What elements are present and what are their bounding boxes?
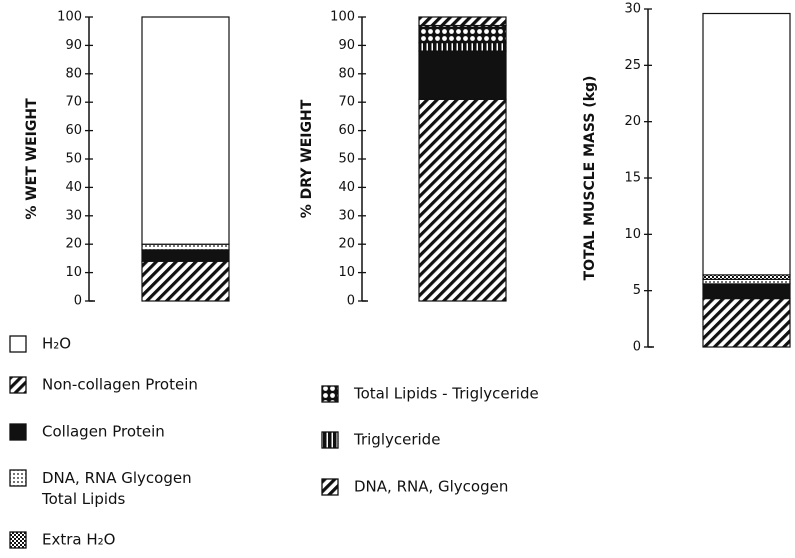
legend-swatch	[9, 469, 27, 487]
bar-segment	[418, 50, 507, 100]
legend-swatch	[321, 478, 339, 496]
legend-label: Total Lipids - Triglyceride	[353, 385, 539, 403]
y-tick-label: 30	[624, 2, 641, 17]
y-tick-label: 0	[74, 294, 82, 309]
bar-segment	[141, 243, 230, 251]
y-tick-label: 70	[65, 95, 82, 110]
bar-segment	[141, 249, 230, 262]
y-tick-label: 90	[65, 38, 82, 53]
legend-label: Non-collagen Protein	[42, 376, 198, 394]
legend-label: H₂O	[42, 335, 71, 353]
y-tick-label: 40	[338, 180, 355, 195]
y-tick-label: 10	[338, 265, 355, 280]
legend-label: Triglyceride	[353, 431, 440, 449]
bar-segment	[141, 260, 230, 302]
y-tick-label: 10	[65, 265, 82, 280]
y-axis-label: % WET WEIGHT	[24, 98, 40, 220]
bar-segment	[418, 24, 507, 44]
y-tick-label: 10	[624, 227, 641, 242]
y-tick-label: 50	[338, 152, 355, 167]
y-tick-label: 20	[338, 237, 355, 252]
y-tick-label: 50	[65, 152, 82, 167]
y-tick-label: 5	[633, 283, 641, 298]
y-tick-label: 80	[65, 66, 82, 81]
y-tick-label: 70	[338, 95, 355, 110]
bar-segment	[702, 274, 791, 281]
bar-segment	[702, 12, 791, 276]
bar-segment	[418, 41, 507, 52]
y-tick-label: 30	[65, 208, 82, 223]
legend-label: DNA, RNA Glycogen Total Lipids	[41, 469, 192, 508]
y-tick-label: 60	[338, 123, 355, 138]
legend-swatch	[9, 376, 27, 394]
y-tick-label: 0	[347, 294, 355, 309]
y-tick-label: 30	[338, 208, 355, 223]
bar-segment	[418, 16, 507, 27]
y-axis-label: TOTAL MUSCLE MASS (kg)	[582, 76, 598, 281]
legend-swatch	[321, 385, 339, 403]
bar-segment	[702, 283, 791, 300]
legend-swatch	[9, 335, 27, 353]
bar-segment	[418, 98, 507, 302]
bar-segment	[702, 278, 791, 285]
y-tick-label: 60	[65, 123, 82, 138]
y-tick-label: 20	[65, 237, 82, 252]
legend-swatch	[321, 431, 339, 449]
y-tick-label: 20	[624, 114, 641, 129]
y-tick-label: 15	[624, 171, 641, 186]
y-tick-label: 0	[633, 340, 641, 355]
y-tick-label: 25	[624, 58, 641, 73]
bar-segment	[141, 16, 230, 245]
bar-segment	[702, 297, 791, 348]
y-tick-label: 100	[57, 10, 82, 25]
legend-label: Collagen Protein	[42, 423, 165, 441]
y-tick-label: 40	[65, 180, 82, 195]
y-tick-label: 100	[330, 10, 355, 25]
y-tick-label: 80	[338, 66, 355, 81]
y-axis-label: % DRY WEIGHT	[299, 99, 315, 218]
legend-label: Extra H₂O	[42, 531, 115, 549]
legend-swatch	[9, 531, 27, 549]
legend-swatch	[9, 423, 27, 441]
y-tick-label: 90	[338, 38, 355, 53]
legend-label: DNA, RNA, Glycogen	[354, 478, 508, 496]
